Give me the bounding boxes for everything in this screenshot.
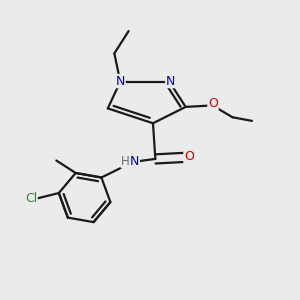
Text: N: N (116, 74, 125, 88)
Text: N: N (130, 155, 139, 168)
Text: O: O (208, 97, 218, 110)
Text: O: O (184, 150, 194, 163)
Text: Cl: Cl (25, 192, 37, 205)
Text: H: H (121, 155, 130, 168)
Text: N: N (166, 74, 175, 88)
